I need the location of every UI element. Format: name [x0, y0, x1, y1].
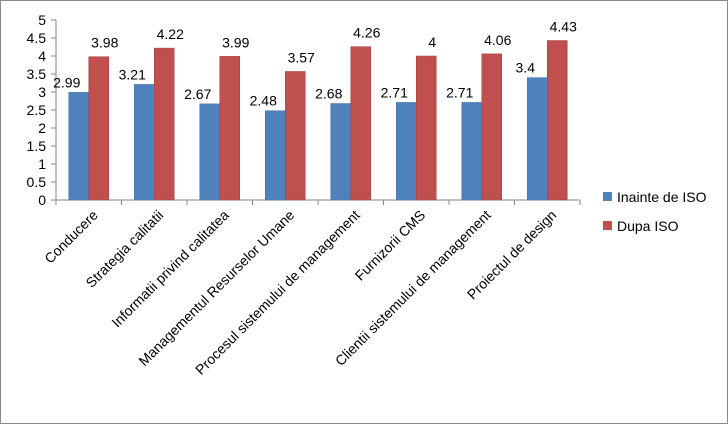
data-label: 2.48 — [250, 93, 277, 109]
y-tick-label: 3.5 — [27, 66, 47, 82]
category-label: Informatii privind calitatea — [108, 207, 232, 331]
y-tick-label: 2 — [38, 120, 46, 136]
chart-bars — [68, 40, 568, 201]
bar-dupa-iso — [416, 55, 437, 201]
bar-inainte-de-iso — [68, 92, 89, 201]
bar-dupa-iso — [547, 40, 568, 201]
bar-inainte-de-iso — [396, 102, 417, 201]
y-tick-label: 4 — [38, 48, 46, 64]
y-tick-label: 0 — [38, 192, 46, 208]
bar-inainte-de-iso — [330, 103, 351, 201]
bar-inainte-de-iso — [527, 77, 548, 201]
legend-label: Dupa ISO — [617, 218, 679, 234]
bar-inainte-de-iso — [265, 110, 286, 201]
y-tick-label: 1 — [38, 156, 46, 172]
bar-inainte-de-iso — [461, 102, 482, 201]
y-tick-label: 5 — [38, 12, 46, 28]
data-label: 4.06 — [484, 32, 511, 48]
data-label: 2.68 — [315, 86, 342, 102]
category-label: Conducere — [41, 207, 101, 267]
data-label: 4.22 — [157, 26, 184, 42]
data-label: 2.71 — [381, 84, 408, 100]
legend-swatch — [603, 192, 612, 201]
data-label: 3.21 — [119, 66, 146, 82]
data-label: 3.4 — [516, 60, 536, 76]
bar-inainte-de-iso — [134, 84, 155, 201]
bar-dupa-iso — [88, 56, 109, 201]
data-label: 3.98 — [91, 35, 118, 51]
data-label: 4.43 — [550, 19, 577, 35]
bar-dupa-iso — [350, 46, 371, 201]
bar-dupa-iso — [154, 47, 175, 201]
bar-dupa-iso — [481, 53, 502, 201]
bar-dupa-iso — [219, 56, 240, 201]
legend-swatch — [603, 221, 612, 230]
y-tick-label: 1.5 — [27, 138, 47, 154]
data-label: 3.99 — [222, 34, 249, 50]
bar-inainte-de-iso — [199, 103, 220, 201]
data-label: 2.71 — [446, 84, 473, 100]
data-label: 4 — [428, 34, 436, 50]
y-tick-label: 2.5 — [27, 102, 47, 118]
legend-label: Inainte de ISO — [617, 189, 707, 205]
data-label: 4.26 — [353, 25, 380, 41]
data-label: 2.99 — [53, 74, 80, 90]
data-label: 3.57 — [288, 49, 315, 65]
chart-data-labels: 2.99 3.983.21 4.22 2.67 3.99 2.48 3.57 2.68 4.26… — [53, 19, 577, 109]
y-tick-label: 4.5 — [27, 30, 47, 46]
bar-dupa-iso — [285, 71, 306, 201]
data-label: 2.67 — [184, 86, 211, 102]
y-tick-label: 3 — [38, 84, 46, 100]
chart-legend: Inainte de ISO Dupa ISO — [603, 189, 707, 234]
y-tick-label: 0.5 — [27, 174, 47, 190]
